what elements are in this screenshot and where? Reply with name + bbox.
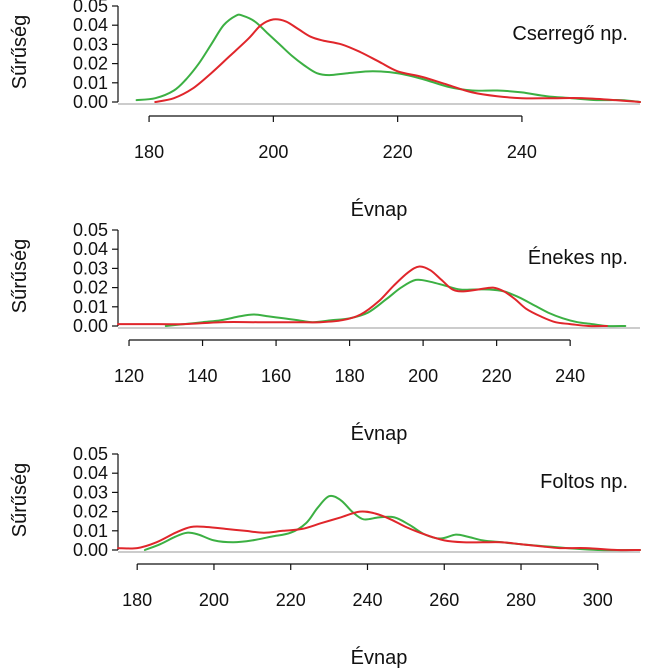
y-tick-label: 0.01	[73, 521, 108, 541]
density-curve-red	[117, 265, 608, 328]
x-tick-label: 220	[276, 590, 306, 610]
x-tick-label: 240	[555, 366, 585, 386]
y-axis-title: Sűrűség	[9, 15, 31, 90]
panel-title: Cserregő np.	[512, 23, 628, 45]
x-tick-label: 240	[507, 142, 537, 162]
y-tick-label: 0.01	[73, 297, 108, 317]
y-tick-label: 0.00	[73, 316, 108, 336]
x-axis-title: Évnap	[351, 422, 408, 445]
panel-enekes: Énekes np. Sűrűség Évnap 0.000.010.020.0…	[9, 220, 640, 445]
panel-title: Énekes np.	[528, 246, 628, 269]
density-curve-green	[143, 494, 641, 552]
y-tick-label: 0.03	[73, 258, 108, 278]
x-axis-title: Évnap	[351, 646, 408, 669]
x-tick-label: 140	[188, 366, 218, 386]
y-tick-label: 0.05	[73, 0, 108, 16]
y-axis-title: Sűrűség	[9, 239, 31, 314]
x-tick-label: 260	[429, 590, 459, 610]
y-tick-label: 0.04	[73, 239, 108, 259]
x-tick-label: 180	[122, 590, 152, 610]
x-tick-label: 240	[352, 590, 382, 610]
density-curve-green	[135, 13, 641, 103]
x-tick-label: 200	[199, 590, 229, 610]
x-tick-label: 220	[482, 366, 512, 386]
x-tick-label: 180	[335, 366, 365, 386]
x-tick-label: 220	[383, 142, 413, 162]
x-tick-label: 120	[114, 366, 144, 386]
y-tick-label: 0.02	[73, 278, 108, 298]
x-tick-label: 200	[408, 366, 438, 386]
y-tick-label: 0.05	[73, 220, 108, 240]
y-axis-title: Sűrűség	[9, 463, 31, 538]
x-axis-title: Évnap	[351, 198, 408, 221]
panel-foltos: Foltos np. Sűrűség Évnap 0.000.010.020.0…	[9, 444, 641, 669]
x-tick-label: 280	[506, 590, 536, 610]
density-curve-red	[154, 18, 641, 103]
y-tick-label: 0.03	[73, 34, 108, 54]
y-tick-label: 0.04	[73, 463, 108, 483]
y-tick-label: 0.00	[73, 540, 108, 560]
y-tick-label: 0.05	[73, 444, 108, 464]
density-curve-green	[164, 278, 627, 328]
y-tick-label: 0.04	[73, 15, 108, 35]
panel-title: Foltos np.	[540, 471, 628, 493]
density-curve-red	[117, 510, 641, 552]
x-tick-label: 160	[261, 366, 291, 386]
y-tick-label: 0.03	[73, 482, 108, 502]
y-tick-label: 0.00	[73, 92, 108, 112]
panel-cserrego: Cserregő np. Sűrűség Évnap 0.000.010.020…	[9, 0, 641, 221]
y-tick-label: 0.02	[73, 54, 108, 74]
y-tick-label: 0.02	[73, 502, 108, 522]
x-tick-label: 200	[258, 142, 288, 162]
x-tick-label: 300	[583, 590, 613, 610]
y-tick-label: 0.01	[73, 73, 108, 93]
x-tick-label: 180	[134, 142, 164, 162]
